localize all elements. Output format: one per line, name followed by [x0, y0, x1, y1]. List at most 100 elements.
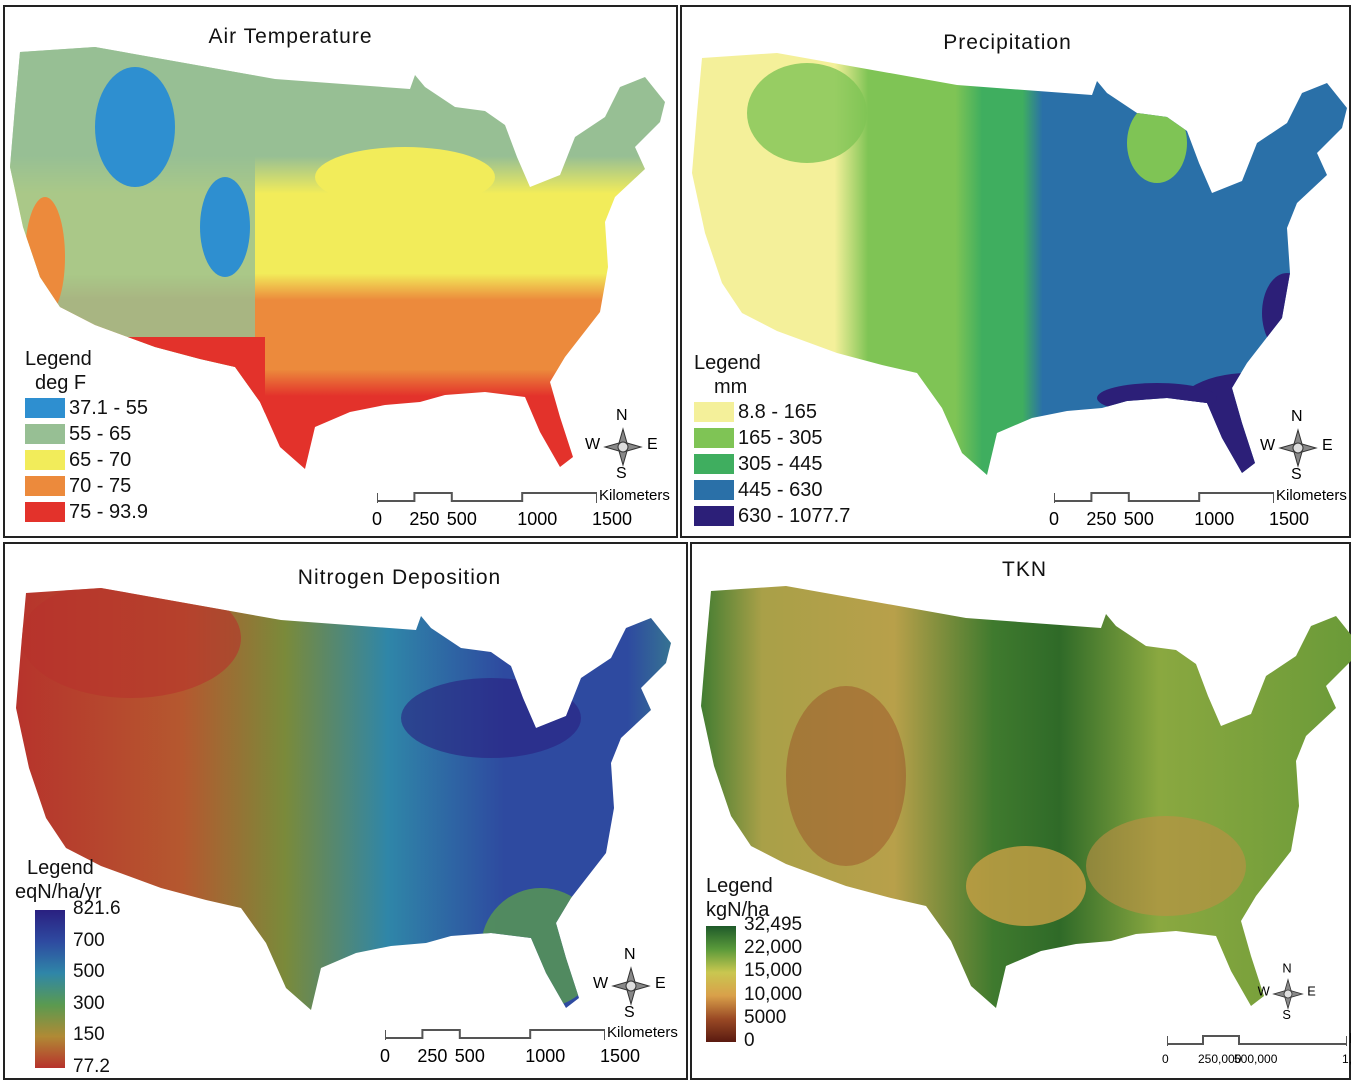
legend-swatch: [694, 454, 734, 474]
legend-swatch: [25, 450, 65, 470]
ramp-label: 77.2: [73, 1056, 110, 1077]
ramp-label: 5000: [744, 1006, 787, 1028]
legend-label: 630 - 1077.7: [738, 504, 851, 527]
scale-tick: 500: [454, 1046, 485, 1066]
scale-tick: 500,000: [1234, 1052, 1278, 1066]
ramp-label: 10,000: [744, 983, 803, 1005]
map-title: Air Temperature: [208, 25, 373, 48]
legend-title: Legend: [694, 352, 761, 374]
scale-tick: 1500: [592, 509, 633, 529]
legend-swatch: [694, 428, 734, 448]
scale-tick: 250: [1086, 509, 1117, 529]
ramp-label: 300: [73, 992, 105, 1014]
legend-swatch: [25, 476, 65, 496]
map-title: Nitrogen Deposition: [297, 566, 502, 589]
legend-label: 37.1 - 55: [69, 396, 148, 419]
legend-unit: kgN/ha: [706, 899, 770, 921]
legend: Legend kgN/ha 32,495 22,000 15,000 10,000 50…: [706, 874, 802, 1051]
map-title: Precipitation: [943, 31, 1072, 54]
compass-w: W: [1260, 437, 1276, 454]
legend-item: 445 - 630: [694, 477, 850, 503]
scale-tick: 500: [446, 509, 477, 529]
legend-swatch: [694, 480, 734, 500]
legend-item: 305 - 445: [694, 451, 850, 477]
scale-unit: Kilometers: [1276, 487, 1347, 504]
legend-item: 165 - 305: [694, 425, 850, 451]
legend-item: 630 - 1077.7: [694, 503, 850, 529]
legend-unit: mm: [714, 376, 748, 398]
scale-unit: Kilometers: [599, 487, 670, 504]
legend-swatch: [25, 502, 65, 522]
ramp-label: 32,495: [744, 914, 803, 935]
compass-w: W: [593, 975, 609, 992]
legend-item: 8.8 - 165: [694, 399, 850, 425]
color-ramp: [35, 910, 65, 1068]
legend-label: 445 - 630: [738, 478, 823, 501]
compass-n: N: [1291, 408, 1303, 425]
ramp-label: 0: [744, 1030, 755, 1051]
legend-label: 75 - 93.9: [69, 500, 148, 523]
air-temperature-map: [10, 47, 665, 469]
scale-tick: 0: [372, 509, 383, 529]
ramp-label: 22,000: [744, 937, 803, 959]
compass-e: E: [1307, 985, 1316, 999]
legend-title: Legend: [25, 348, 92, 370]
legend-label: 70 - 75: [69, 474, 132, 497]
legend-swatch: [694, 506, 734, 526]
air-temperature-panel: Air Temperature Legend deg F 37.1 - 55 55…: [3, 5, 678, 538]
compass-e: E: [655, 975, 666, 992]
compass-s: S: [1291, 466, 1302, 483]
nitrogen-deposition-map: [16, 588, 671, 1010]
compass-s: S: [616, 465, 627, 482]
scale-tick: 250,000: [1198, 1052, 1242, 1066]
color-ramp: [706, 926, 736, 1042]
scale-tick: 1000: [517, 509, 558, 529]
legend-item: 55 - 65: [25, 421, 148, 447]
scale-tick: 0: [380, 1046, 391, 1066]
scale-tick: 250: [409, 509, 440, 529]
tkn-map: [701, 586, 1351, 1008]
compass-w: W: [1257, 985, 1270, 999]
ramp-label: 150: [73, 1024, 105, 1046]
scale-tick: 0: [1162, 1052, 1169, 1066]
compass-e: E: [647, 436, 658, 453]
legend-label: 55 - 65: [69, 422, 132, 445]
legend-label: 65 - 70: [69, 448, 132, 471]
legend-label: 305 - 445: [738, 452, 823, 475]
scale-tick: 1000: [525, 1046, 566, 1066]
ramp-label: 15,000: [744, 960, 803, 982]
legend-label: 165 - 305: [738, 426, 823, 449]
compass-w: W: [585, 436, 601, 453]
scale-tick: 1000: [1194, 509, 1235, 529]
ramp-label: 500: [73, 961, 105, 983]
legend: Legend deg F 37.1 - 55 55 - 65 65 - 70 70 -…: [25, 347, 148, 525]
legend-swatch: [694, 402, 734, 422]
legend: Legend eqN/ha/yr 821.6 700 500 300 150 77.2: [15, 856, 121, 1077]
precipitation-map: [692, 53, 1347, 475]
scale-unit: Kilometers: [607, 1024, 678, 1041]
legend-unit: deg F: [35, 372, 87, 394]
tkn-panel: TKN Legend kgN/ha 32,495 22,000 15,000 10,0…: [690, 542, 1351, 1080]
scale-tick: 1500: [600, 1046, 641, 1066]
scale-unit: Meters: [1349, 1030, 1351, 1047]
legend-title: Legend: [706, 875, 773, 897]
legend-item: 75 - 93.9: [25, 499, 148, 525]
map-title: TKN: [1002, 558, 1047, 581]
compass-s: S: [1282, 1008, 1291, 1022]
scale-tick: 1,000,000: [1342, 1052, 1351, 1066]
legend-unit: eqN/ha/yr: [15, 881, 102, 903]
compass-n: N: [624, 946, 636, 963]
compass-e: E: [1322, 437, 1333, 454]
legend-item: 37.1 - 55: [25, 395, 148, 421]
precipitation-panel: Precipitation Legend mm 8.8 - 165 165 - 3…: [680, 5, 1351, 538]
nitrogen-deposition-panel: Nitrogen Deposition Legend eqN/ha/yr 821…: [3, 542, 688, 1080]
ramp-label: 700: [73, 929, 105, 951]
scale-tick: 0: [1049, 509, 1060, 529]
scale-tick: 500: [1123, 509, 1154, 529]
legend-item: 70 - 75: [25, 473, 148, 499]
legend-item: 65 - 70: [25, 447, 148, 473]
compass-s: S: [624, 1004, 635, 1021]
